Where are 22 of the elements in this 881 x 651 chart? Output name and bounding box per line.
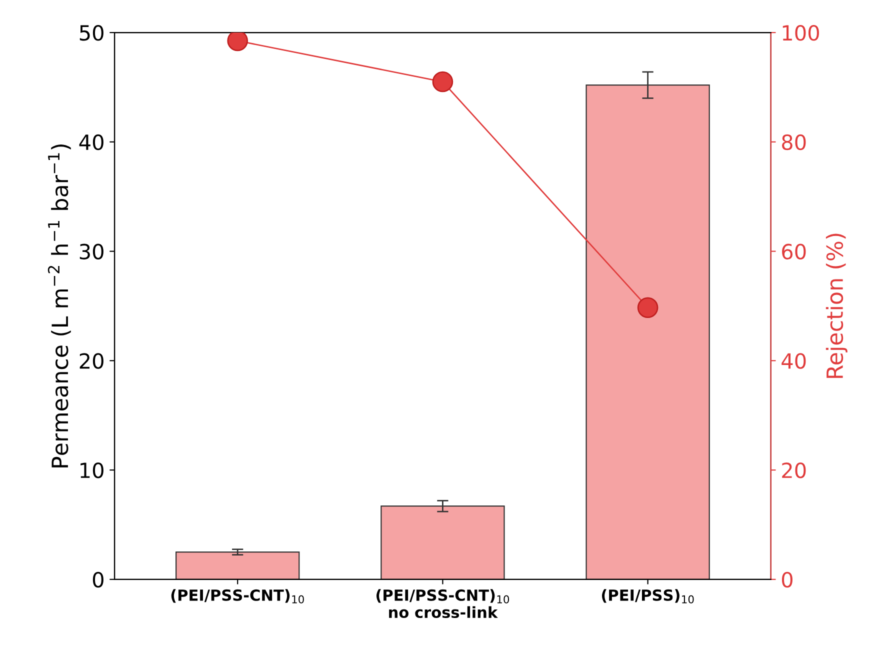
y-tick-label: 50 bbox=[80, 25, 104, 41]
y2-tick-label: 20 bbox=[782, 462, 806, 478]
y2-tick-label: 100 bbox=[782, 25, 819, 41]
y-tick-label: 20 bbox=[80, 353, 104, 369]
y2-tick-label: 0 bbox=[782, 572, 792, 588]
x-tick-label: (PEI/PSS)$_{10}$ bbox=[602, 589, 694, 604]
y-tick-label: 0 bbox=[92, 572, 104, 588]
point bbox=[637, 297, 658, 318]
bar bbox=[380, 506, 505, 580]
bar bbox=[176, 551, 300, 580]
y2-tick-label: 60 bbox=[782, 244, 806, 260]
y2-axis-title: Rejection (%) bbox=[826, 234, 848, 378]
x-tick-label: (PEI/PSS-CNT)$_{10}$ no cross-link bbox=[376, 589, 510, 618]
point bbox=[432, 71, 454, 92]
y-tick-label: 40 bbox=[79, 134, 104, 150]
y-tick-label: 10 bbox=[80, 462, 104, 478]
y2-tick-label: 80 bbox=[782, 134, 806, 150]
y2-tick-label: 40 bbox=[782, 353, 806, 369]
x-tick-label: (PEI/PSS-CNT)$_{10}$ bbox=[171, 589, 304, 604]
y-axis-title: Permeance (L m$^{−2}$ h$^{−1}$ bar$^{−1}$) bbox=[48, 144, 71, 468]
point bbox=[227, 32, 248, 52]
y-tick-label: 30 bbox=[80, 244, 104, 260]
